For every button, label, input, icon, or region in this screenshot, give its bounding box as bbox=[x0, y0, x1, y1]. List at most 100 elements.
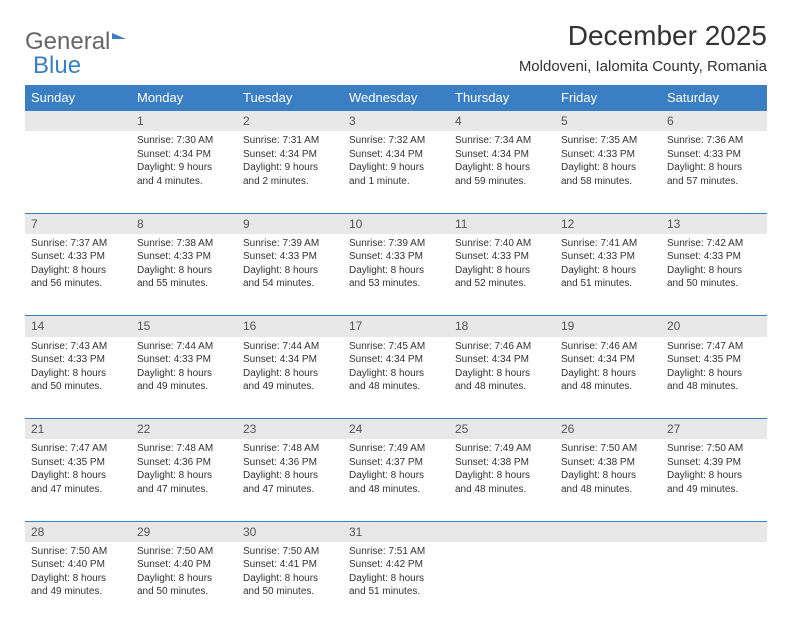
daylight-text: and 49 minutes. bbox=[137, 380, 231, 394]
day-cell: Sunrise: 7:48 AMSunset: 4:36 PMDaylight:… bbox=[237, 439, 343, 521]
daylight-text: and 49 minutes. bbox=[243, 380, 337, 394]
daylight-text: and 56 minutes. bbox=[31, 277, 125, 291]
sunset-text: Sunset: 4:34 PM bbox=[243, 353, 337, 367]
day-number-row: 123456 bbox=[25, 111, 767, 132]
day-cell: Sunrise: 7:48 AMSunset: 4:36 PMDaylight:… bbox=[131, 439, 237, 521]
sunrise-text: Sunrise: 7:47 AM bbox=[667, 340, 761, 354]
sunset-text: Sunset: 4:34 PM bbox=[349, 353, 443, 367]
day-number bbox=[449, 521, 555, 542]
day-cell: Sunrise: 7:49 AMSunset: 4:37 PMDaylight:… bbox=[343, 439, 449, 521]
day-number: 30 bbox=[237, 521, 343, 542]
daylight-text: and 50 minutes. bbox=[137, 585, 231, 599]
sunset-text: Sunset: 4:33 PM bbox=[349, 250, 443, 264]
daylight-text: Daylight: 8 hours bbox=[243, 469, 337, 483]
daylight-text: and 51 minutes. bbox=[561, 277, 655, 291]
day-number: 2 bbox=[237, 111, 343, 132]
sunrise-text: Sunrise: 7:41 AM bbox=[561, 237, 655, 251]
daylight-text: Daylight: 8 hours bbox=[31, 367, 125, 381]
day-number bbox=[661, 521, 767, 542]
sunrise-text: Sunrise: 7:34 AM bbox=[455, 134, 549, 148]
daylight-text: and 48 minutes. bbox=[349, 483, 443, 497]
sunset-text: Sunset: 4:33 PM bbox=[561, 148, 655, 162]
weekday-header: Monday bbox=[131, 85, 237, 111]
sunrise-text: Sunrise: 7:50 AM bbox=[31, 545, 125, 559]
week-row: Sunrise: 7:37 AMSunset: 4:33 PMDaylight:… bbox=[25, 234, 767, 316]
day-number: 7 bbox=[25, 213, 131, 234]
location-text: Moldoveni, Ialomita County, Romania bbox=[519, 58, 767, 75]
daylight-text: Daylight: 8 hours bbox=[31, 469, 125, 483]
sunrise-text: Sunrise: 7:49 AM bbox=[349, 442, 443, 456]
daylight-text: Daylight: 9 hours bbox=[243, 161, 337, 175]
day-cell: Sunrise: 7:45 AMSunset: 4:34 PMDaylight:… bbox=[343, 337, 449, 419]
sunset-text: Sunset: 4:33 PM bbox=[667, 148, 761, 162]
daylight-text: Daylight: 8 hours bbox=[667, 469, 761, 483]
sunrise-text: Sunrise: 7:49 AM bbox=[455, 442, 549, 456]
logo-text-blue: Blue bbox=[33, 52, 81, 79]
sunset-text: Sunset: 4:35 PM bbox=[667, 353, 761, 367]
daylight-text: Daylight: 8 hours bbox=[561, 367, 655, 381]
day-number: 24 bbox=[343, 419, 449, 440]
day-cell: Sunrise: 7:46 AMSunset: 4:34 PMDaylight:… bbox=[449, 337, 555, 419]
day-cell: Sunrise: 7:44 AMSunset: 4:33 PMDaylight:… bbox=[131, 337, 237, 419]
daylight-text: and 57 minutes. bbox=[667, 175, 761, 189]
daylight-text: and 52 minutes. bbox=[455, 277, 549, 291]
daylight-text: and 1 minute. bbox=[349, 175, 443, 189]
day-number: 8 bbox=[131, 213, 237, 234]
sunrise-text: Sunrise: 7:32 AM bbox=[349, 134, 443, 148]
day-number: 10 bbox=[343, 213, 449, 234]
daylight-text: and 48 minutes. bbox=[455, 483, 549, 497]
day-number-row: 21222324252627 bbox=[25, 419, 767, 440]
sunrise-text: Sunrise: 7:50 AM bbox=[561, 442, 655, 456]
day-number: 23 bbox=[237, 419, 343, 440]
day-number: 1 bbox=[131, 111, 237, 132]
day-number: 15 bbox=[131, 316, 237, 337]
sunset-text: Sunset: 4:37 PM bbox=[349, 456, 443, 470]
sunrise-text: Sunrise: 7:35 AM bbox=[561, 134, 655, 148]
day-number: 25 bbox=[449, 419, 555, 440]
daylight-text: Daylight: 8 hours bbox=[137, 264, 231, 278]
daylight-text: Daylight: 8 hours bbox=[243, 367, 337, 381]
sunset-text: Sunset: 4:33 PM bbox=[455, 250, 549, 264]
day-cell: Sunrise: 7:50 AMSunset: 4:39 PMDaylight:… bbox=[661, 439, 767, 521]
day-number: 13 bbox=[661, 213, 767, 234]
sunset-text: Sunset: 4:33 PM bbox=[137, 250, 231, 264]
daylight-text: and 49 minutes. bbox=[31, 585, 125, 599]
day-number: 14 bbox=[25, 316, 131, 337]
sunrise-text: Sunrise: 7:50 AM bbox=[137, 545, 231, 559]
day-cell bbox=[25, 131, 131, 213]
day-number: 26 bbox=[555, 419, 661, 440]
daylight-text: and 51 minutes. bbox=[349, 585, 443, 599]
day-number: 11 bbox=[449, 213, 555, 234]
daylight-text: Daylight: 8 hours bbox=[31, 572, 125, 586]
day-number bbox=[25, 111, 131, 132]
daylight-text: and 47 minutes. bbox=[31, 483, 125, 497]
sunset-text: Sunset: 4:34 PM bbox=[455, 353, 549, 367]
sunset-text: Sunset: 4:34 PM bbox=[243, 148, 337, 162]
sunrise-text: Sunrise: 7:42 AM bbox=[667, 237, 761, 251]
daylight-text: Daylight: 8 hours bbox=[667, 264, 761, 278]
daylight-text: and 50 minutes. bbox=[243, 585, 337, 599]
daylight-text: Daylight: 8 hours bbox=[455, 264, 549, 278]
sunset-text: Sunset: 4:33 PM bbox=[31, 250, 125, 264]
daylight-text: Daylight: 8 hours bbox=[349, 572, 443, 586]
sunset-text: Sunset: 4:34 PM bbox=[349, 148, 443, 162]
week-row: Sunrise: 7:43 AMSunset: 4:33 PMDaylight:… bbox=[25, 337, 767, 419]
day-number: 21 bbox=[25, 419, 131, 440]
daylight-text: and 48 minutes. bbox=[455, 380, 549, 394]
daylight-text: and 4 minutes. bbox=[137, 175, 231, 189]
daylight-text: and 50 minutes. bbox=[31, 380, 125, 394]
daylight-text: and 59 minutes. bbox=[455, 175, 549, 189]
day-number: 9 bbox=[237, 213, 343, 234]
day-cell: Sunrise: 7:38 AMSunset: 4:33 PMDaylight:… bbox=[131, 234, 237, 316]
sunrise-text: Sunrise: 7:43 AM bbox=[31, 340, 125, 354]
day-cell: Sunrise: 7:44 AMSunset: 4:34 PMDaylight:… bbox=[237, 337, 343, 419]
daylight-text: Daylight: 8 hours bbox=[455, 469, 549, 483]
weekday-header: Saturday bbox=[661, 85, 767, 111]
day-number-row: 78910111213 bbox=[25, 213, 767, 234]
day-cell: Sunrise: 7:41 AMSunset: 4:33 PMDaylight:… bbox=[555, 234, 661, 316]
day-cell: Sunrise: 7:49 AMSunset: 4:38 PMDaylight:… bbox=[449, 439, 555, 521]
daylight-text: Daylight: 8 hours bbox=[243, 264, 337, 278]
daylight-text: Daylight: 9 hours bbox=[137, 161, 231, 175]
daylight-text: Daylight: 8 hours bbox=[561, 264, 655, 278]
weekday-header: Friday bbox=[555, 85, 661, 111]
